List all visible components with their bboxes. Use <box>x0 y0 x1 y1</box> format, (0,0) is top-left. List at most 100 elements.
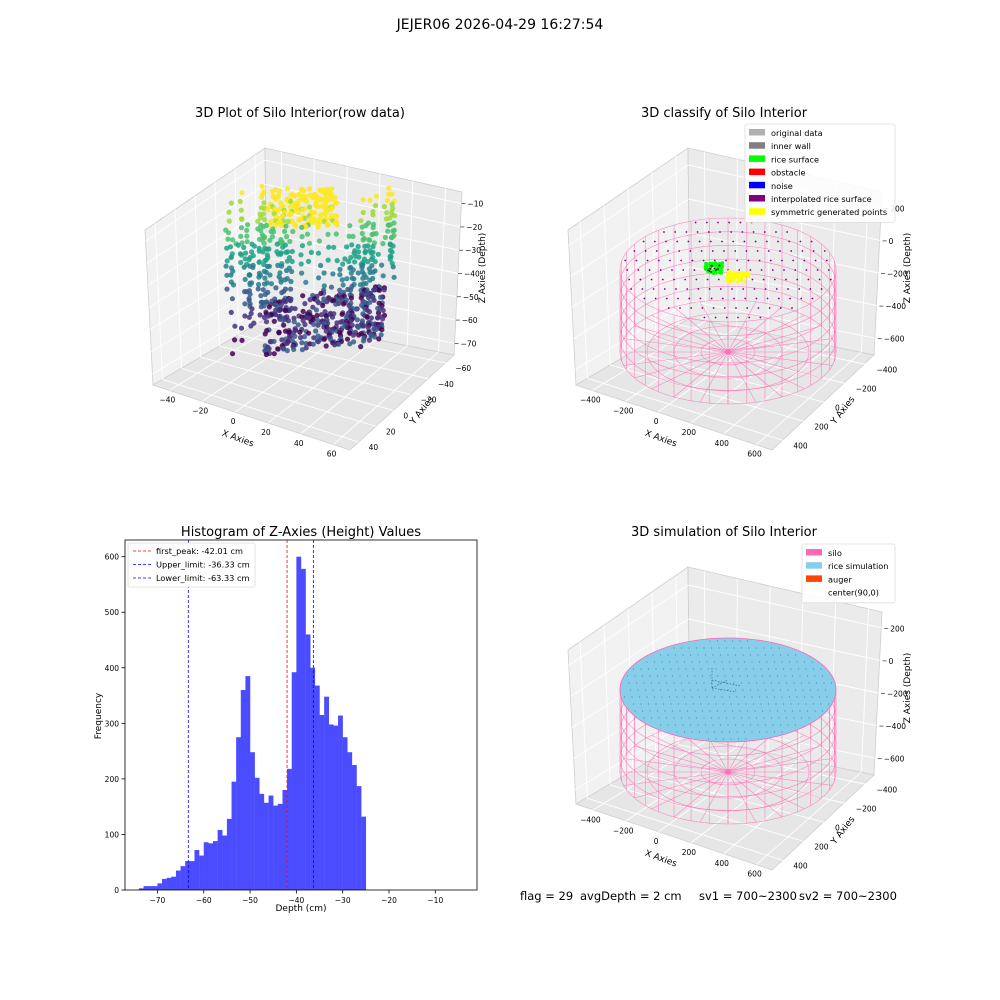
data-point <box>246 257 252 263</box>
rice-mesh-point <box>695 682 698 684</box>
data-point <box>389 201 395 207</box>
data-point <box>268 281 275 287</box>
data-point <box>384 197 391 203</box>
wire-bottom-ring <box>646 312 810 392</box>
y-tick-label: −400 <box>877 366 898 375</box>
data-point <box>284 348 290 354</box>
y-tick-label: −40 <box>438 380 454 389</box>
rice-mesh-point <box>749 689 752 691</box>
rice-mesh-point <box>653 696 656 698</box>
data-point <box>310 341 316 347</box>
data-point <box>257 312 263 318</box>
interpolated-point <box>663 288 666 290</box>
interpolated-point <box>661 278 664 281</box>
rice-mesh-point <box>703 647 705 649</box>
interpolated-point <box>655 250 658 252</box>
interpolated-point <box>708 288 711 290</box>
rice-mesh-point <box>817 689 819 691</box>
data-point <box>287 238 293 245</box>
rice-mesh-point <box>623 696 626 698</box>
rice-mesh-point <box>796 696 798 698</box>
data-point <box>389 234 395 241</box>
interpolated-point <box>801 250 804 252</box>
rice-mesh-point <box>643 717 645 719</box>
data-point <box>386 185 392 191</box>
data-point <box>230 282 237 288</box>
rice-mesh-point <box>794 689 797 691</box>
interpolated-point <box>775 288 778 290</box>
noise-point <box>718 264 720 267</box>
rice-mesh-point <box>779 654 782 656</box>
interpolated-point <box>759 316 762 319</box>
interpolated-point <box>777 297 780 300</box>
rice-mesh-point <box>706 696 708 698</box>
data-point <box>299 347 305 353</box>
interpolated-point <box>764 288 767 290</box>
data-point <box>337 287 343 293</box>
legend-box <box>801 543 896 604</box>
gridline <box>570 198 689 277</box>
data-point <box>264 263 271 270</box>
legend-label: interpolated rice surface <box>771 194 872 204</box>
legend-label: obstacle <box>771 168 806 178</box>
rice-mesh-point <box>695 647 698 649</box>
data-point <box>260 287 266 293</box>
gridline <box>570 618 689 697</box>
gridline <box>219 345 411 396</box>
rice-mesh-point <box>770 682 773 684</box>
x-tick-label: −60 <box>196 896 212 905</box>
rice-mesh-point <box>766 696 768 698</box>
data-point <box>228 200 234 206</box>
rice-mesh-point <box>742 724 744 726</box>
data-point <box>307 297 313 303</box>
y-tick-label: −200 <box>856 385 877 394</box>
data-point <box>358 344 364 350</box>
rice-mesh-point <box>752 668 755 670</box>
interpolated-point <box>659 269 662 271</box>
data-point <box>390 243 396 249</box>
data-point <box>278 279 284 285</box>
rice-mesh-point <box>626 675 629 677</box>
interpolated-point <box>723 250 725 252</box>
gridline <box>267 339 377 424</box>
gridline <box>149 256 267 331</box>
data-point <box>380 273 386 279</box>
rice-mesh-point <box>667 654 669 656</box>
data-point <box>333 301 339 307</box>
rice-mesh-point <box>691 661 693 663</box>
data-point <box>297 329 303 335</box>
sim-z-ticks: −600 −400 −200 0 200 <box>877 624 908 764</box>
interpolated-point <box>707 231 710 233</box>
data-point <box>280 244 286 250</box>
rice-mesh-point <box>728 696 731 698</box>
rice-mesh-point <box>709 710 711 712</box>
rice-mesh-point <box>658 682 660 684</box>
y-tick-label: 500 <box>105 608 120 617</box>
rice-mesh-point <box>679 675 681 677</box>
rice-mesh-point <box>637 689 639 691</box>
interpolated-point <box>814 259 817 262</box>
interpolated-point <box>735 307 737 309</box>
rice-mesh-point <box>698 696 701 698</box>
legend-swatch <box>749 195 765 202</box>
data-point <box>291 319 297 325</box>
rice-mesh-point <box>671 710 674 712</box>
rice-mesh-point <box>707 703 710 705</box>
rice-surface-point <box>718 271 722 275</box>
rice-mesh-point <box>742 654 744 656</box>
rice-mesh-point <box>733 647 735 649</box>
data-point <box>260 224 266 230</box>
gridline <box>688 618 883 662</box>
data-point <box>367 277 373 283</box>
data-point <box>261 200 267 206</box>
rice-mesh-point <box>739 640 741 642</box>
rice-mesh-point <box>730 668 732 670</box>
interpolated-point <box>663 231 665 233</box>
gridline <box>610 784 805 842</box>
interpolated-point <box>823 250 826 252</box>
rice-mesh-point <box>674 724 677 726</box>
data-point <box>360 275 366 281</box>
interpolated-point <box>827 269 830 271</box>
rice-mesh-point <box>629 689 632 691</box>
x-tick-label: −20 <box>381 896 397 905</box>
